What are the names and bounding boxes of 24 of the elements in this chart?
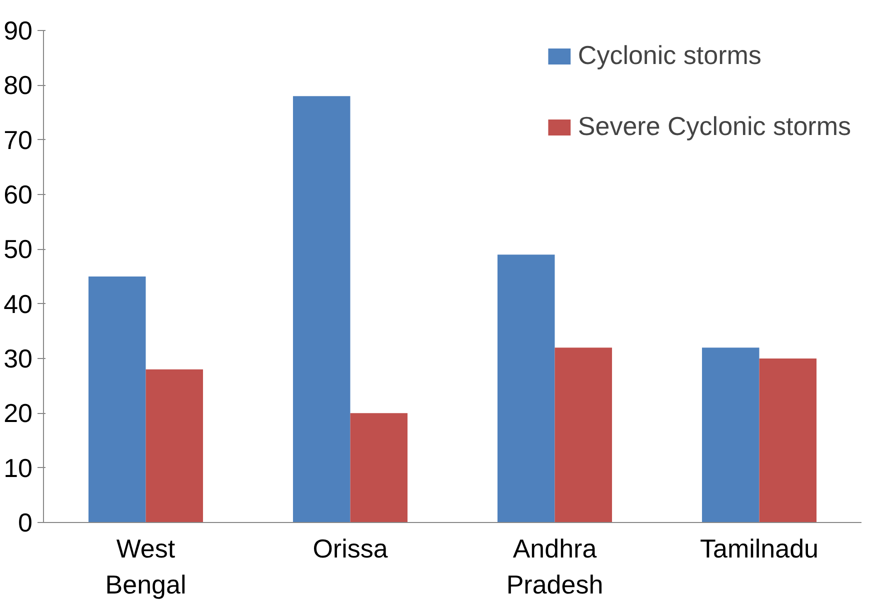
x-tick-label: West Bengal: [105, 534, 186, 600]
y-tick-label: 30: [4, 344, 32, 374]
bar: [146, 369, 204, 522]
y-tick-label: 40: [4, 288, 32, 319]
bar: [702, 348, 760, 522]
x-tick-label: Tamilnadu: [700, 534, 819, 564]
y-tick-label: 80: [4, 70, 32, 100]
y-tick-label: 60: [4, 180, 32, 210]
bar: [759, 358, 817, 522]
x-tick-label: Orissa: [312, 534, 388, 564]
y-tick-label: 90: [4, 16, 32, 46]
y-tick-label: 70: [4, 124, 32, 155]
y-tick-label: 50: [4, 234, 32, 264]
y-tick-label: 0: [18, 508, 33, 538]
bar: [292, 96, 350, 522]
bar: [88, 276, 146, 522]
x-tick-label: Andhra Pradesh: [506, 534, 604, 600]
y-tick-label: 10: [4, 452, 32, 483]
bar: [497, 254, 555, 522]
legend-label: Cyclonic storms: [578, 40, 762, 71]
bar: [350, 413, 408, 522]
y-tick-label: 20: [4, 398, 32, 428]
legend-label: Severe Cyclonic storms: [578, 111, 851, 142]
bar: [554, 348, 612, 522]
